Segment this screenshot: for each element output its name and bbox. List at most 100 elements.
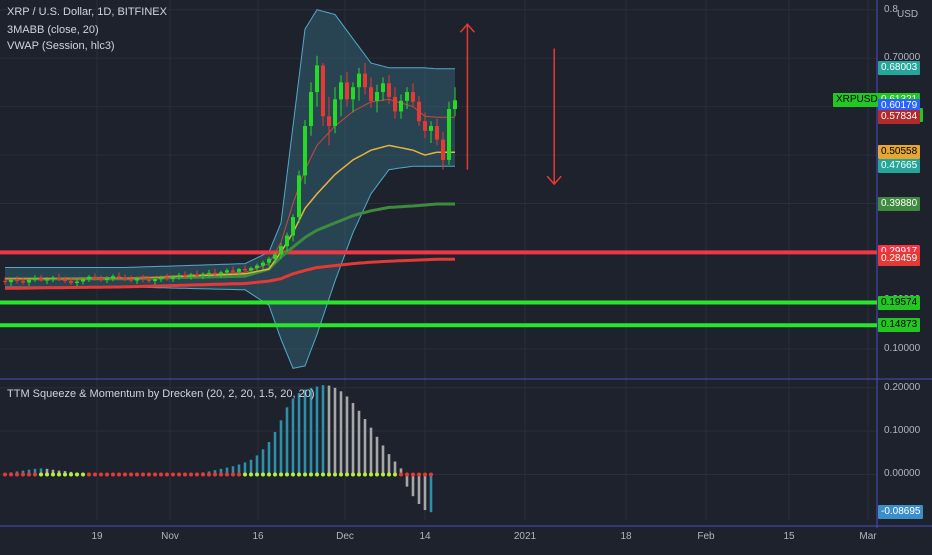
- candle-body[interactable]: [183, 275, 187, 277]
- candle-body[interactable]: [93, 276, 97, 279]
- candle-body[interactable]: [213, 272, 217, 275]
- candle-body[interactable]: [159, 277, 163, 280]
- candle-body[interactable]: [357, 73, 361, 88]
- candle-body[interactable]: [231, 270, 235, 272]
- candle-body[interactable]: [381, 83, 385, 93]
- momentum-bar[interactable]: [261, 449, 265, 475]
- candle-body[interactable]: [57, 277, 61, 280]
- momentum-bar[interactable]: [393, 461, 397, 475]
- candle-body[interactable]: [375, 92, 379, 101]
- candle-body[interactable]: [423, 121, 427, 131]
- momentum-bar[interactable]: [423, 474, 427, 511]
- momentum-bar[interactable]: [309, 387, 313, 475]
- candle-body[interactable]: [33, 278, 37, 280]
- momentum-bar[interactable]: [405, 474, 409, 487]
- momentum-bar[interactable]: [285, 407, 289, 475]
- candle-body[interactable]: [309, 92, 313, 126]
- candle-body[interactable]: [429, 126, 433, 131]
- momentum-bar[interactable]: [225, 467, 229, 475]
- candle-body[interactable]: [219, 272, 223, 275]
- candle-body[interactable]: [117, 276, 121, 278]
- arrow-down-head[interactable]: [546, 175, 562, 186]
- candle-body[interactable]: [21, 281, 25, 283]
- momentum-bar[interactable]: [255, 455, 259, 475]
- momentum-bar[interactable]: [273, 432, 277, 475]
- momentum-bar[interactable]: [279, 420, 283, 475]
- candle-body[interactable]: [81, 279, 85, 282]
- candle-body[interactable]: [111, 276, 115, 279]
- candle-body[interactable]: [237, 268, 241, 272]
- momentum-bar[interactable]: [27, 469, 31, 475]
- candle-body[interactable]: [321, 65, 325, 117]
- candle-body[interactable]: [297, 175, 301, 218]
- candle-body[interactable]: [123, 277, 127, 280]
- momentum-bar[interactable]: [219, 468, 223, 475]
- momentum-bar[interactable]: [369, 427, 373, 475]
- candle-body[interactable]: [99, 278, 103, 281]
- candle-body[interactable]: [147, 279, 151, 282]
- candle-body[interactable]: [345, 82, 349, 100]
- candle-body[interactable]: [165, 277, 169, 279]
- candle-body[interactable]: [63, 279, 67, 282]
- candle-body[interactable]: [207, 272, 211, 274]
- momentum-bar[interactable]: [213, 470, 217, 475]
- candle-body[interactable]: [45, 279, 49, 281]
- candle-body[interactable]: [3, 281, 7, 283]
- momentum-bar[interactable]: [429, 474, 433, 513]
- candle-body[interactable]: [267, 258, 271, 263]
- candle-body[interactable]: [453, 100, 457, 110]
- momentum-bar[interactable]: [321, 385, 325, 475]
- momentum-bar[interactable]: [333, 387, 337, 475]
- candle-body[interactable]: [69, 281, 73, 284]
- candle-body[interactable]: [339, 82, 343, 100]
- momentum-bar[interactable]: [411, 474, 415, 497]
- arrow-up-head[interactable]: [459, 23, 475, 33]
- momentum-bar[interactable]: [249, 459, 253, 475]
- candle-body[interactable]: [201, 273, 205, 276]
- momentum-bar[interactable]: [45, 468, 49, 475]
- momentum-bar[interactable]: [243, 462, 247, 475]
- momentum-bar[interactable]: [291, 398, 295, 475]
- candle-body[interactable]: [87, 276, 91, 280]
- candle-body[interactable]: [261, 262, 265, 266]
- candle-body[interactable]: [435, 126, 439, 140]
- candle-body[interactable]: [447, 109, 451, 160]
- momentum-bar[interactable]: [33, 468, 37, 475]
- candle-body[interactable]: [177, 275, 181, 277]
- candle-body[interactable]: [285, 235, 289, 247]
- momentum-bar[interactable]: [51, 469, 55, 475]
- candle-body[interactable]: [225, 270, 229, 273]
- candle-body[interactable]: [105, 278, 109, 281]
- momentum-bar[interactable]: [39, 468, 43, 475]
- candle-body[interactable]: [255, 265, 259, 268]
- momentum-bar[interactable]: [345, 396, 349, 475]
- momentum-bar[interactable]: [267, 441, 271, 475]
- candle-body[interactable]: [195, 274, 199, 276]
- candle-body[interactable]: [315, 65, 319, 93]
- candle-body[interactable]: [387, 83, 391, 97]
- candle-body[interactable]: [279, 246, 283, 255]
- candle-body[interactable]: [405, 92, 409, 101]
- candle-body[interactable]: [15, 280, 19, 282]
- candle-body[interactable]: [9, 280, 13, 283]
- momentum-bar[interactable]: [363, 419, 367, 475]
- momentum-bar[interactable]: [297, 393, 301, 475]
- momentum-bar[interactable]: [231, 466, 235, 475]
- candle-body[interactable]: [411, 92, 415, 102]
- momentum-bar[interactable]: [339, 391, 343, 475]
- momentum-bar[interactable]: [351, 402, 355, 475]
- momentum-bar[interactable]: [315, 386, 319, 475]
- candle-body[interactable]: [399, 100, 403, 112]
- candle-body[interactable]: [291, 217, 295, 236]
- candle-body[interactable]: [27, 279, 31, 283]
- momentum-bar[interactable]: [387, 454, 391, 475]
- momentum-bar[interactable]: [399, 468, 403, 475]
- candle-body[interactable]: [327, 116, 331, 126]
- candle-body[interactable]: [417, 101, 421, 122]
- candle-body[interactable]: [51, 277, 55, 280]
- candle-body[interactable]: [393, 96, 397, 112]
- candle-body[interactable]: [333, 99, 337, 126]
- momentum-bar[interactable]: [303, 389, 307, 475]
- candle-body[interactable]: [273, 254, 277, 259]
